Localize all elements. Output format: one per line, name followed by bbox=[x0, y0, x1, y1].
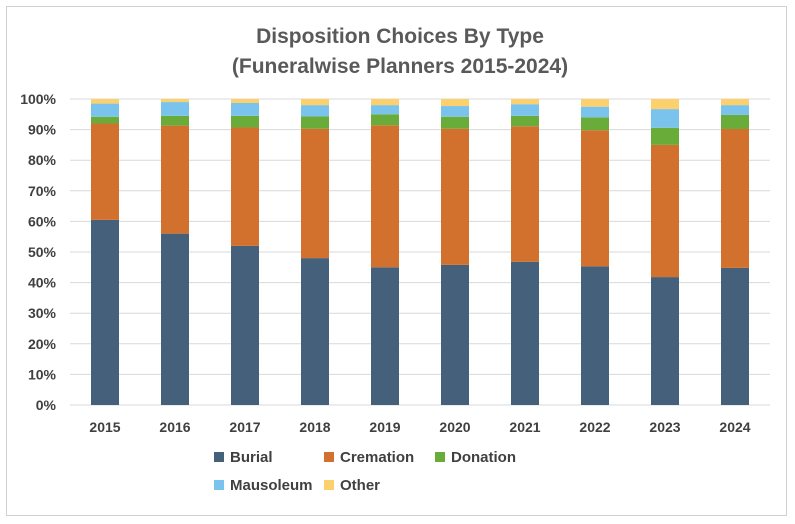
bar-segment-burial-2024 bbox=[721, 267, 749, 405]
y-tick-label: 40% bbox=[28, 275, 57, 291]
bar-segment-cremation-2024 bbox=[721, 128, 749, 268]
legend-label-cremation: Cremation bbox=[340, 449, 414, 466]
y-tick-label: 60% bbox=[28, 213, 57, 229]
x-tick-label: 2016 bbox=[159, 419, 190, 435]
legend: Burial Cremation Donation Mausoleum Other bbox=[214, 449, 516, 494]
bar-segment-donation-2023 bbox=[651, 127, 679, 145]
bar-segment-other-2016 bbox=[161, 99, 189, 103]
legend-label-other: Other bbox=[340, 477, 380, 494]
bar-segment-burial-2015 bbox=[91, 219, 119, 405]
x-tick-label: 2019 bbox=[369, 419, 400, 435]
x-tick-label: 2017 bbox=[229, 419, 260, 435]
y-tick-label: 0% bbox=[36, 397, 57, 413]
bar-segment-cremation-2015 bbox=[91, 123, 119, 220]
x-tick-label: 2024 bbox=[719, 419, 750, 435]
y-tick-label: 10% bbox=[28, 366, 57, 382]
bar-segment-donation-2022 bbox=[581, 117, 609, 131]
bar-segment-other-2021 bbox=[511, 99, 539, 105]
bar-segment-mausoleum-2020 bbox=[441, 106, 469, 117]
bar-segment-mausoleum-2015 bbox=[91, 103, 119, 117]
bar-segment-burial-2017 bbox=[231, 245, 259, 405]
x-tick-label: 2020 bbox=[439, 419, 470, 435]
bar-segment-mausoleum-2016 bbox=[161, 102, 189, 116]
bar-segment-mausoleum-2022 bbox=[581, 106, 609, 118]
bar-segment-donation-2020 bbox=[441, 116, 469, 129]
bar-segment-mausoleum-2017 bbox=[231, 102, 259, 116]
bar-segment-burial-2021 bbox=[511, 261, 539, 405]
x-tick-label: 2021 bbox=[509, 419, 540, 435]
legend-swatch-mausoleum bbox=[214, 480, 224, 490]
y-tick-label: 90% bbox=[28, 122, 57, 138]
x-tick-label: 2022 bbox=[579, 419, 610, 435]
y-tick-label: 80% bbox=[28, 152, 57, 168]
y-tick-label: 70% bbox=[28, 183, 57, 199]
bar-segment-cremation-2017 bbox=[231, 127, 259, 246]
bar-segment-cremation-2023 bbox=[651, 144, 679, 278]
bar-segment-burial-2020 bbox=[441, 264, 469, 405]
bar-segment-burial-2019 bbox=[371, 267, 399, 405]
bars bbox=[91, 99, 749, 405]
x-axis-ticks: 2015 2016 2017 2018 2019 2020 2021 2022 2023 2024 bbox=[89, 419, 750, 435]
bar-segment-other-2018 bbox=[301, 99, 329, 106]
bar-segment-other-2020 bbox=[441, 99, 469, 107]
bar-segment-cremation-2022 bbox=[581, 130, 609, 267]
bar-segment-donation-2021 bbox=[511, 115, 539, 127]
bar-segment-other-2017 bbox=[231, 99, 259, 103]
bar-segment-other-2022 bbox=[581, 99, 609, 107]
legend-swatch-cremation bbox=[324, 452, 334, 462]
bar-segment-donation-2018 bbox=[301, 116, 329, 129]
stacked-bar-chart: Disposition Choices By Type (Funeralwise… bbox=[20, 25, 770, 494]
chart-frame: Disposition Choices By Type (Funeralwise… bbox=[6, 6, 787, 516]
bar-segment-cremation-2019 bbox=[371, 125, 399, 268]
bar-segment-burial-2023 bbox=[651, 277, 679, 405]
bar-segment-cremation-2020 bbox=[441, 128, 469, 265]
x-tick-label: 2023 bbox=[649, 419, 680, 435]
bar-segment-other-2024 bbox=[721, 99, 749, 106]
legend-label-donation: Donation bbox=[451, 449, 516, 466]
bar-segment-donation-2015 bbox=[91, 116, 119, 124]
legend-swatch-other bbox=[324, 480, 334, 490]
bar-segment-mausoleum-2023 bbox=[651, 109, 679, 128]
chart-title-line-2: (Funeralwise Planners 2015-2024) bbox=[232, 55, 568, 78]
bar-segment-mausoleum-2018 bbox=[301, 105, 329, 117]
y-tick-label: 30% bbox=[28, 305, 57, 321]
y-tick-label: 100% bbox=[20, 91, 56, 107]
bar-segment-other-2023 bbox=[651, 99, 679, 110]
bar-segment-mausoleum-2019 bbox=[371, 105, 399, 115]
legend-label-mausoleum: Mausoleum bbox=[230, 477, 313, 494]
x-tick-label: 2018 bbox=[299, 419, 330, 435]
bar-segment-mausoleum-2024 bbox=[721, 105, 749, 115]
bar-segment-donation-2017 bbox=[231, 115, 259, 128]
bar-segment-donation-2019 bbox=[371, 114, 399, 126]
bar-segment-other-2019 bbox=[371, 99, 399, 106]
bar-segment-burial-2018 bbox=[301, 258, 329, 405]
chart-title-line-1: Disposition Choices By Type bbox=[256, 25, 544, 48]
bar-segment-donation-2016 bbox=[161, 115, 189, 126]
legend-label-burial: Burial bbox=[230, 449, 273, 466]
bar-segment-burial-2022 bbox=[581, 266, 609, 405]
bar-segment-cremation-2016 bbox=[161, 125, 189, 234]
y-tick-label: 20% bbox=[28, 336, 57, 352]
bar-segment-mausoleum-2021 bbox=[511, 104, 539, 116]
bar-segment-donation-2024 bbox=[721, 114, 749, 129]
bar-segment-cremation-2021 bbox=[511, 126, 539, 262]
y-tick-label: 50% bbox=[28, 244, 57, 260]
bar-segment-other-2015 bbox=[91, 99, 119, 104]
bar-segment-cremation-2018 bbox=[301, 128, 329, 259]
bar-segment-burial-2016 bbox=[161, 233, 189, 405]
legend-swatch-donation bbox=[435, 452, 445, 462]
legend-swatch-burial bbox=[214, 452, 224, 462]
x-tick-label: 2015 bbox=[89, 419, 120, 435]
y-axis-ticks: 0% 10% 20% 30% 40% 50% 60% 70% 80% 90% 100% bbox=[20, 91, 56, 413]
